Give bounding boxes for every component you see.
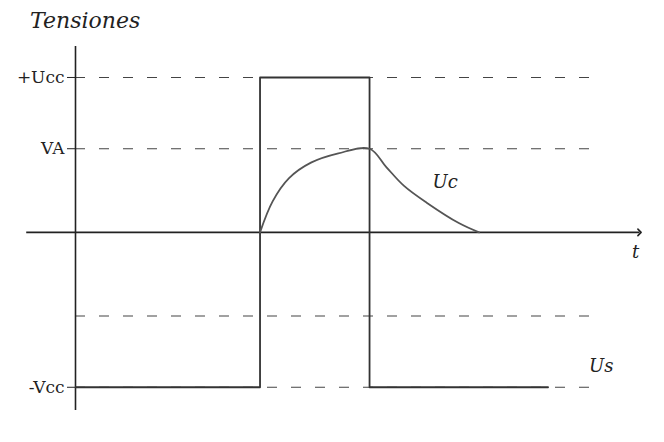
svg-text:Us: Us <box>589 355 613 376</box>
svg-text:t: t <box>632 241 640 262</box>
svg-text:VA: VA <box>40 138 65 158</box>
html-text:Tensiones: Tensiones <box>30 8 141 33</box>
svg-text:+Ucc: +Ucc <box>17 67 65 87</box>
svg-text:-Vcc: -Vcc <box>29 377 65 397</box>
svg-text:Uc: Uc <box>432 171 457 192</box>
